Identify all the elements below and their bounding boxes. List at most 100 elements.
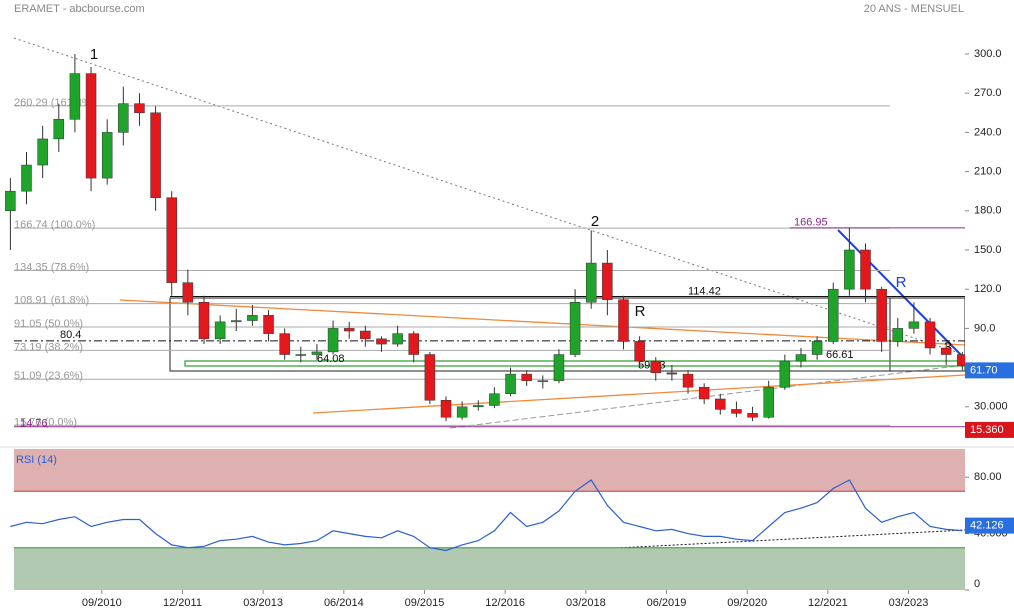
level-label: 80.4	[60, 329, 81, 341]
wave-label: 2	[591, 213, 599, 230]
candle-body	[182, 282, 194, 303]
level-label: 166.95	[794, 217, 828, 229]
candle-body	[376, 338, 387, 345]
candle-body	[101, 132, 113, 179]
price-box-label: 61.70	[970, 364, 998, 376]
x-tick-label: 06/2019	[647, 597, 687, 609]
candle-body	[53, 119, 65, 140]
candle-body	[537, 380, 549, 382]
candle-body	[134, 103, 145, 114]
candle-body	[747, 413, 758, 418]
candle-body	[908, 321, 920, 329]
candle-body	[360, 330, 371, 340]
rsi-tick-label: 0	[974, 578, 980, 590]
x-tick-label: 03/2013	[243, 597, 283, 609]
candle-body	[456, 406, 468, 418]
candle-body	[21, 164, 32, 192]
candle-body	[860, 249, 871, 290]
candle-body	[682, 373, 694, 388]
price-box	[965, 517, 1014, 534]
fib-label: 73.19 (38.2%)	[14, 341, 83, 353]
wave-label: R	[635, 303, 646, 320]
fib-label: 260.29 (161.8%)	[14, 97, 95, 109]
trendline	[837, 229, 963, 357]
candle-body	[150, 112, 161, 198]
annotations	[13, 37, 966, 590]
candle-body	[779, 360, 791, 388]
fib-label: 134.35 (78.6%)	[14, 261, 89, 273]
x-tick-label: 12/2016	[485, 597, 525, 609]
y-tick-label: 270.0	[974, 87, 1002, 99]
candle-body	[343, 328, 355, 332]
rsi-title: RSI (14)	[16, 454, 57, 466]
candle-body	[118, 103, 129, 133]
wave-label: 1	[90, 46, 98, 63]
rsi-overbought-zone	[14, 449, 965, 492]
y-tick-label: 30.000	[974, 401, 1008, 413]
trendline	[449, 364, 966, 429]
x-tick-label: 12/2021	[808, 597, 848, 609]
candle-body	[763, 386, 774, 418]
candle-body	[618, 299, 629, 342]
candle-body	[731, 409, 742, 414]
trendline	[13, 37, 963, 355]
chart-subtitle: 20 ANS - MENSUEL	[864, 3, 964, 15]
y-tick-label: 240.0	[974, 126, 1002, 138]
candle-body	[37, 138, 48, 166]
candle-body	[940, 347, 952, 355]
candle-body	[634, 341, 645, 362]
price-box-label: 15.360	[970, 424, 1004, 436]
rsi-tick-label: 80.00	[974, 471, 1002, 483]
candle-body	[489, 393, 500, 406]
price-box	[965, 362, 1014, 379]
candle-body	[5, 190, 16, 212]
fib-label: 51.09 (23.6%)	[14, 370, 83, 382]
trendline	[119, 299, 966, 346]
fib-label: 166.74 (100.0%)	[14, 219, 95, 231]
candle-body	[473, 405, 484, 408]
candle-body	[892, 328, 904, 342]
candle-body	[85, 73, 97, 179]
candle-body	[327, 328, 339, 353]
trendline	[312, 374, 966, 414]
candle-body	[602, 262, 613, 300]
y-tick-label: 90.0	[974, 322, 995, 334]
x-tick-label: 09/2010	[82, 597, 122, 609]
x-tick-label: 09/2020	[727, 597, 767, 609]
x-tick-label: 12/2011	[163, 597, 202, 609]
level-label: 14.76	[20, 418, 48, 430]
rsi-line	[10, 479, 963, 552]
candle-body	[440, 400, 452, 418]
candle-body	[214, 321, 226, 340]
axis-panel	[965, 0, 1014, 613]
candle-body	[698, 386, 710, 400]
candle-body	[263, 315, 274, 334]
candle-body	[715, 398, 726, 410]
candle-body	[827, 288, 839, 342]
candle-body	[295, 354, 307, 356]
candle-body	[166, 197, 177, 283]
x-tick-label: 03/2023	[889, 597, 929, 609]
x-tick-label: 03/2018	[566, 597, 606, 609]
candle-body	[279, 333, 290, 355]
wave-label: R	[896, 274, 907, 291]
chart-title: ERAMET - abcbourse.com	[14, 3, 145, 15]
candle-body	[844, 249, 855, 290]
candle-body	[69, 73, 81, 120]
candle-body	[876, 288, 887, 342]
fib-label: 108.91 (61.8%)	[14, 295, 89, 307]
rsi-oversold-zone	[14, 547, 965, 590]
candle-body	[650, 360, 662, 374]
x-tick-label: 06/2014	[324, 597, 364, 609]
level-label: 114.42	[688, 285, 721, 297]
y-tick-label: 150.0	[974, 244, 1002, 256]
x-tick-label: 09/2015	[405, 597, 445, 609]
candle-body	[424, 354, 436, 401]
wave-label: 3	[944, 339, 952, 356]
level-label: 66.61	[826, 349, 854, 361]
candle-body	[585, 262, 597, 303]
candle-body	[408, 333, 419, 355]
candle-body	[247, 315, 258, 321]
